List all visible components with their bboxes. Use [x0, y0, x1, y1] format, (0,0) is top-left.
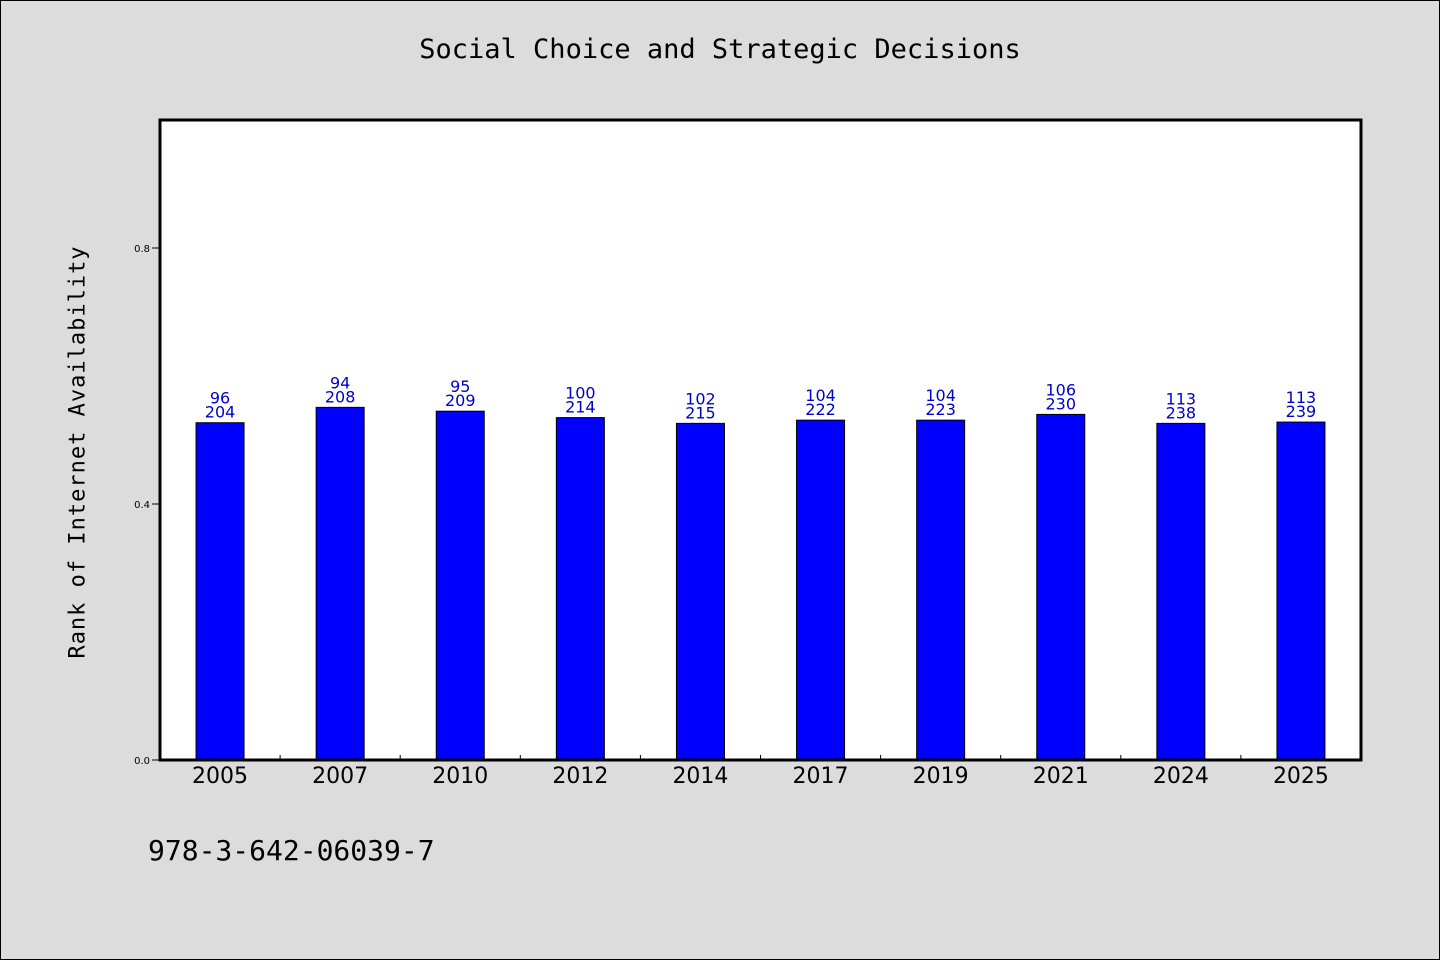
bar — [315, 406, 365, 761]
bar — [675, 422, 725, 761]
x-tick-label: 2021 — [1033, 764, 1089, 789]
plot-border — [158, 118, 1363, 762]
bar-data-label: 100 — [565, 384, 596, 403]
bar-data-label: 209 — [445, 391, 476, 410]
bar-data-label: 215 — [685, 403, 716, 422]
bar-data-label: 113 — [1286, 388, 1317, 407]
bar-data-label: 230 — [1045, 394, 1076, 413]
bar-data-label: 104 — [805, 386, 836, 405]
x-tick-label: 2014 — [672, 764, 728, 789]
x-tick-label: 2010 — [432, 764, 488, 789]
bar-data-label: 239 — [1286, 402, 1317, 421]
bar-data-label: 208 — [325, 387, 356, 406]
x-tick-label: 2024 — [1153, 764, 1209, 789]
bar-data-label: 95 — [450, 377, 470, 396]
bar-data-label: 222 — [805, 400, 836, 419]
bar-data-label: 96 — [210, 389, 230, 408]
y-tick-label: 0.4 — [134, 500, 150, 511]
isbn-text: 978-3-642-06039-7 — [148, 834, 435, 867]
bar — [195, 422, 245, 761]
y-tick-label: 0.8 — [134, 244, 150, 255]
bar-data-label: 204 — [205, 403, 236, 422]
bar — [916, 419, 966, 761]
bar-data-label: 113 — [1166, 389, 1197, 408]
bar-data-label: 223 — [925, 400, 956, 419]
bar-data-label: 94 — [330, 373, 350, 392]
bar — [555, 417, 605, 761]
bar — [1156, 422, 1206, 761]
bar-data-label: 214 — [565, 398, 596, 417]
x-tick-label: 2012 — [552, 764, 608, 789]
y-tick-label: 0.0 — [134, 756, 150, 767]
x-tick-label: 2005 — [192, 764, 248, 789]
bar-data-label: 106 — [1045, 380, 1076, 399]
x-tick-label: 2007 — [312, 764, 368, 789]
bar — [435, 410, 485, 761]
x-tick-label: 2019 — [913, 764, 969, 789]
bar — [1036, 413, 1086, 761]
chart-title: Social Choice and Strategic Decisions — [419, 34, 1021, 65]
x-tick-label: 2017 — [793, 764, 849, 789]
x-tick-label: 2025 — [1273, 764, 1329, 789]
bar-data-label: 102 — [685, 389, 716, 408]
bar — [796, 419, 846, 761]
bar — [1276, 421, 1326, 761]
bar-data-label: 104 — [925, 386, 956, 405]
bar-data-label: 238 — [1166, 403, 1197, 422]
